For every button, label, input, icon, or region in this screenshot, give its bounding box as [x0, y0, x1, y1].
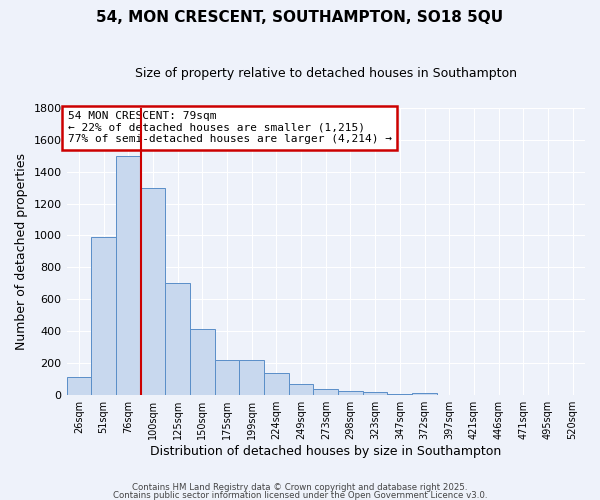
Bar	[338, 390, 363, 394]
Bar	[412, 393, 437, 394]
Title: Size of property relative to detached houses in Southampton: Size of property relative to detached ho…	[135, 68, 517, 80]
Bar	[116, 156, 140, 394]
Text: Contains public sector information licensed under the Open Government Licence v3: Contains public sector information licen…	[113, 490, 487, 500]
Bar	[67, 377, 91, 394]
Bar	[190, 330, 215, 394]
Text: Contains HM Land Registry data © Crown copyright and database right 2025.: Contains HM Land Registry data © Crown c…	[132, 484, 468, 492]
Bar	[165, 283, 190, 395]
X-axis label: Distribution of detached houses by size in Southampton: Distribution of detached houses by size …	[150, 444, 502, 458]
Text: 54 MON CRESCENT: 79sqm
← 22% of detached houses are smaller (1,215)
77% of semi-: 54 MON CRESCENT: 79sqm ← 22% of detached…	[68, 111, 392, 144]
Y-axis label: Number of detached properties: Number of detached properties	[15, 153, 28, 350]
Bar	[91, 237, 116, 394]
Bar	[313, 389, 338, 394]
Bar	[363, 392, 388, 394]
Bar	[215, 360, 239, 394]
Bar	[140, 188, 165, 394]
Bar	[264, 373, 289, 394]
Text: 54, MON CRESCENT, SOUTHAMPTON, SO18 5QU: 54, MON CRESCENT, SOUTHAMPTON, SO18 5QU	[97, 10, 503, 25]
Bar	[239, 360, 264, 394]
Bar	[289, 384, 313, 394]
